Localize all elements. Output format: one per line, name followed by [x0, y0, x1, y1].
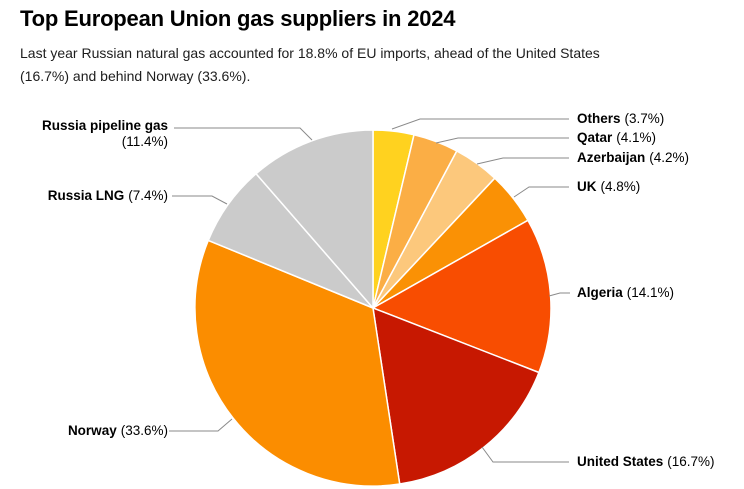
slice-percent: (7.4%) [128, 188, 168, 203]
leader-line-russia-pipeline-gas [174, 127, 313, 141]
leader-line-uk [513, 186, 569, 198]
page-title: Top European Union gas suppliers in 2024 [20, 6, 456, 31]
slice-label-russia-lng: Russia LNG (7.4%) [48, 187, 168, 204]
slice-label-algeria: Algeria (14.1%) [577, 284, 674, 301]
slice-percent: (4.1%) [616, 130, 657, 145]
slice-label-russia-pipeline-gas: Russia pipeline gas (11.4%) [42, 118, 168, 150]
chart-subtitle: Last year Russian natural gas accounted … [20, 42, 600, 88]
slice-label-united-states: United States (16.7%) [577, 453, 715, 470]
leader-line-united-states [481, 446, 569, 463]
slice-percent: (16.7%) [667, 454, 715, 469]
slice-percent: (14.1%) [626, 285, 675, 300]
slice-label-qatar: Qatar (4.1%) [577, 129, 656, 146]
slice-label-azerbaijan: Azerbaijan (4.2%) [577, 149, 689, 166]
slice-name: Norway [67, 423, 117, 438]
slice-label-norway: Norway (33.6%) [68, 422, 168, 439]
slice-percent: (33.6%) [120, 423, 168, 438]
slice-label-others: Others (3.7%) [577, 110, 664, 127]
slice-percent: (11.4%) [121, 134, 168, 149]
slice-percent: (4.2%) [649, 150, 690, 165]
leader-line-russia-lng [172, 195, 228, 205]
slice-name: United States [577, 454, 664, 469]
leader-line-others [391, 118, 569, 130]
slice-name: Others [577, 111, 621, 126]
subtitle-line-1: Last year Russian natural gas accounted … [20, 45, 600, 61]
slice-name: Algeria [577, 285, 623, 300]
slice-percent: (4.8%) [600, 179, 641, 194]
slice-name: Russia LNG [47, 188, 125, 203]
pie-slice-russia-pipeline-gas [255, 129, 374, 309]
slice-percent: (3.7%) [624, 111, 665, 126]
leader-lines-group [169, 118, 570, 463]
leader-line-algeria [548, 292, 570, 297]
slice-name: Qatar [577, 130, 613, 145]
slice-name: Azerbaijan [577, 150, 646, 165]
pie-slice-united-states [372, 307, 540, 485]
leader-line-qatar [435, 137, 569, 144]
slice-name: Russia pipeline gas [41, 118, 168, 133]
pie-slices-group [194, 129, 552, 487]
slice-name: UK [577, 179, 597, 194]
leader-line-norway [169, 418, 233, 432]
leader-line-azerbaijan [476, 157, 569, 165]
pie-slice-norway [194, 239, 401, 487]
subtitle-line-2: (16.7%) and behind Norway (33.6%). [20, 68, 251, 84]
slice-label-uk: UK (4.8%) [577, 178, 640, 195]
